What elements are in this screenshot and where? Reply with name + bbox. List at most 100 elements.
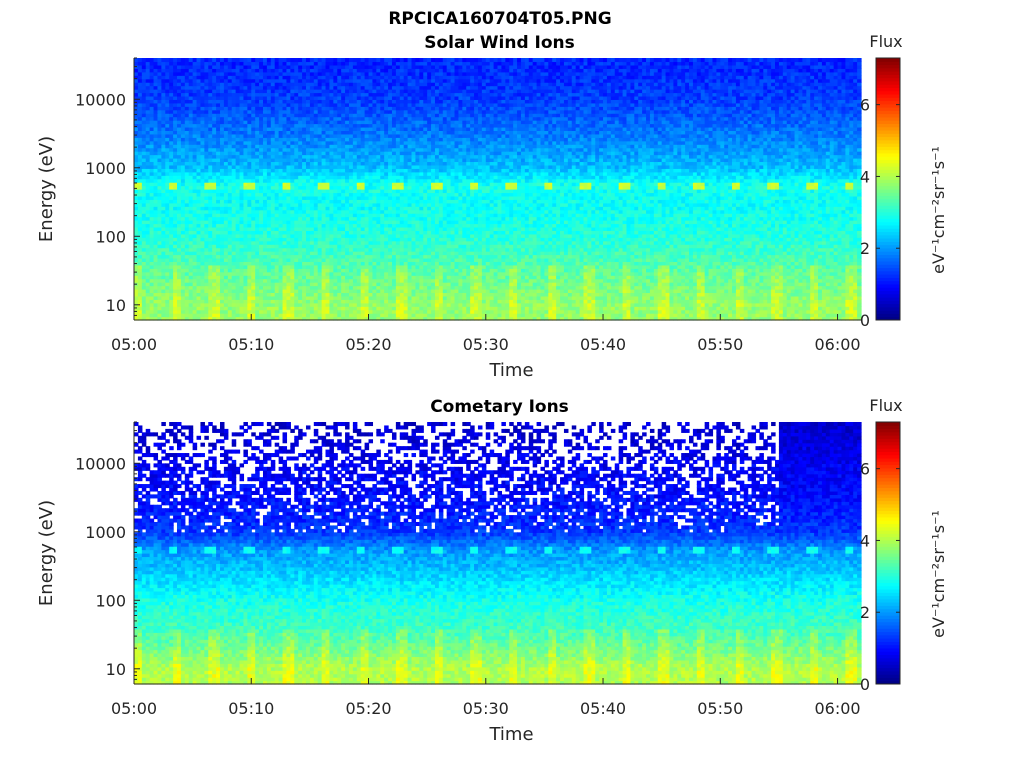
heatmap-cell bbox=[709, 272, 714, 276]
heatmap-cell bbox=[185, 282, 190, 286]
heatmap-cell bbox=[431, 292, 436, 296]
heatmap-cell bbox=[361, 286, 366, 290]
heatmap-cell bbox=[423, 299, 428, 303]
heatmap-cell bbox=[294, 268, 299, 272]
heatmap-cell bbox=[669, 282, 674, 286]
heatmap-cell bbox=[189, 282, 194, 286]
heatmap-cell bbox=[193, 292, 198, 296]
heatmap-cell bbox=[247, 258, 252, 262]
heatmap-cell bbox=[560, 292, 565, 296]
heatmap-cell bbox=[802, 296, 807, 300]
heatmap-cell bbox=[626, 296, 631, 300]
heatmap-cell bbox=[556, 306, 561, 310]
heatmap-cell bbox=[650, 286, 655, 290]
heatmap-cell bbox=[791, 306, 796, 310]
heatmap-cell bbox=[329, 268, 334, 272]
heatmap-cell bbox=[591, 265, 596, 269]
heatmap-cell bbox=[572, 299, 577, 303]
heatmap-cell bbox=[666, 306, 671, 310]
heatmap-cell bbox=[220, 286, 225, 290]
heatmap-cell bbox=[165, 292, 170, 296]
heatmap-cell bbox=[161, 282, 166, 286]
heatmap-cell bbox=[447, 310, 452, 314]
heatmap-cell bbox=[486, 296, 491, 300]
heatmap-cell bbox=[412, 306, 417, 310]
heatmap-cell bbox=[599, 296, 604, 300]
heatmap-cell bbox=[193, 286, 198, 290]
heatmap-cell bbox=[212, 292, 217, 296]
heatmap-cell bbox=[279, 299, 284, 303]
heatmap-cell bbox=[623, 296, 628, 300]
heatmap-cell bbox=[771, 265, 776, 269]
heatmap-cell bbox=[798, 272, 803, 276]
heatmap-cell bbox=[623, 258, 628, 262]
heatmap-cell bbox=[712, 310, 717, 314]
heatmap-cell bbox=[556, 296, 561, 300]
spectrogram-figure: RPCICA160704T05.PNG 1010010001000005:00 0… bbox=[0, 0, 1024, 768]
heatmap-cell bbox=[322, 286, 327, 290]
heatmap-cell bbox=[423, 279, 428, 283]
heatmap-cell bbox=[615, 292, 620, 296]
heatmap-cell bbox=[224, 268, 229, 272]
heatmap-cell bbox=[564, 296, 569, 300]
heatmap-cell bbox=[189, 258, 194, 262]
heatmap-cell bbox=[138, 306, 143, 310]
heatmap-cell bbox=[619, 310, 624, 314]
heatmap-cell bbox=[677, 268, 682, 272]
heatmap-cell bbox=[216, 255, 221, 259]
heatmap-cell bbox=[283, 313, 288, 317]
heatmap-cell bbox=[165, 306, 170, 310]
heatmap-cell bbox=[451, 268, 456, 272]
heatmap-cell bbox=[658, 286, 663, 290]
heatmap-cell bbox=[400, 306, 405, 310]
heatmap-cell bbox=[666, 292, 671, 296]
heatmap-cell bbox=[810, 313, 815, 317]
heatmap-cell bbox=[701, 279, 706, 283]
heatmap-cell bbox=[752, 265, 757, 269]
heatmap-cell bbox=[298, 299, 303, 303]
heatmap-cell bbox=[779, 313, 784, 317]
heatmap-cell bbox=[529, 279, 534, 283]
heatmap-cell bbox=[376, 272, 381, 276]
heatmap-cell bbox=[200, 282, 205, 286]
heatmap-cell bbox=[759, 268, 764, 272]
heatmap-cell bbox=[834, 265, 839, 269]
heatmap-cell bbox=[767, 268, 772, 272]
heatmap-cell bbox=[435, 282, 440, 286]
heatmap-cell bbox=[587, 296, 592, 300]
heatmap-cell bbox=[849, 279, 854, 283]
heatmap-cell bbox=[537, 313, 542, 317]
heatmap-cell bbox=[455, 310, 460, 314]
heatmap-cell bbox=[513, 268, 518, 272]
heatmap-cell bbox=[486, 258, 491, 262]
heatmap-cell bbox=[841, 268, 846, 272]
heatmap-cell bbox=[591, 282, 596, 286]
heatmap-cell bbox=[513, 313, 518, 317]
heatmap-cell bbox=[157, 279, 162, 283]
heatmap-cell bbox=[591, 272, 596, 276]
heatmap-cell bbox=[181, 255, 186, 259]
heatmap-cell bbox=[365, 286, 370, 290]
heatmap-cell bbox=[509, 282, 514, 286]
heatmap-cell bbox=[673, 286, 678, 290]
heatmap-cell bbox=[681, 286, 686, 290]
heatmap-cell bbox=[603, 296, 608, 300]
heatmap-cell bbox=[826, 268, 831, 272]
heatmap-cell bbox=[439, 258, 444, 262]
heatmap-cell bbox=[333, 255, 338, 259]
heatmap-cell bbox=[185, 268, 190, 272]
heatmap-cell bbox=[838, 306, 843, 310]
heatmap-cell bbox=[490, 279, 495, 283]
heatmap-cell bbox=[208, 306, 213, 310]
heatmap-cell bbox=[357, 299, 362, 303]
heatmap-cell bbox=[232, 255, 237, 259]
heatmap-cell bbox=[572, 272, 577, 276]
heatmap-cell bbox=[439, 282, 444, 286]
heatmap-cell bbox=[318, 310, 323, 314]
heatmap-cell bbox=[271, 313, 276, 317]
heatmap-cell bbox=[568, 292, 573, 296]
heatmap-cell bbox=[392, 299, 397, 303]
heatmap-cell bbox=[658, 279, 663, 283]
heatmap-cell bbox=[181, 313, 186, 317]
heatmap-cell bbox=[763, 282, 768, 286]
